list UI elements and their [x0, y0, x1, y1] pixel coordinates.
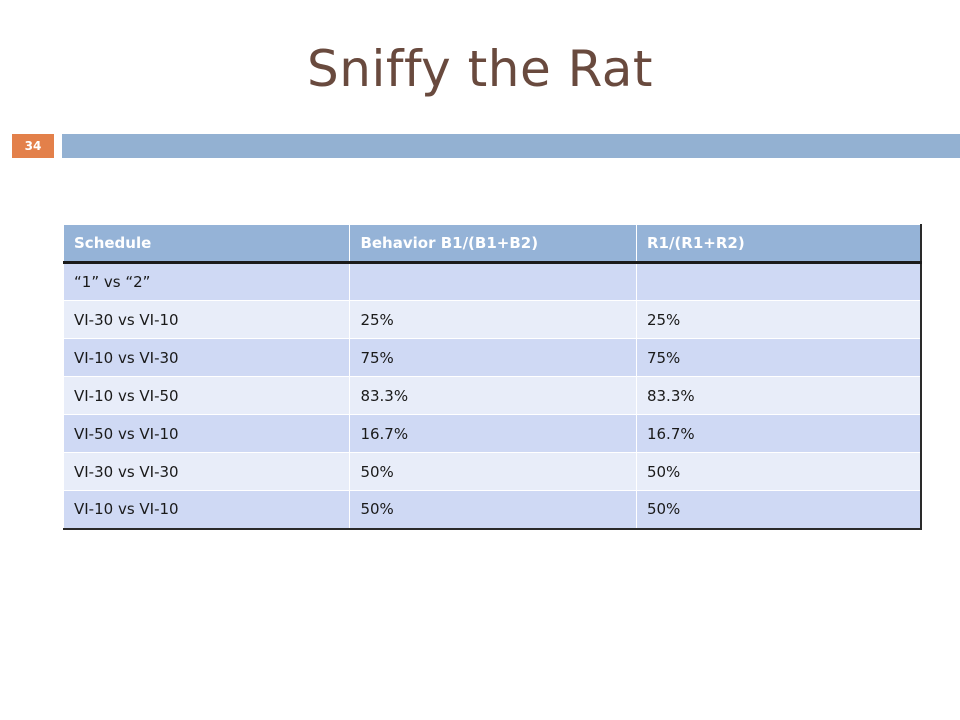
- reinforcement-cell: 16.7%: [635, 414, 922, 453]
- reinforcement-cell: 25%: [635, 300, 922, 339]
- schedule-cell: VI-50 vs VI-10: [62, 414, 351, 453]
- reinforcement-cell: 75%: [635, 338, 922, 377]
- table-header-row: Schedule Behavior B1/(B1+B2) R1/(R1+R2): [62, 224, 922, 264]
- schedule-cell: VI-10 vs VI-30: [62, 338, 351, 377]
- title-accent-bar: [62, 134, 960, 158]
- schedule-cell: VI-10 vs VI-50: [62, 376, 351, 415]
- table-row: VI-10 vs VI-10 50% 50%: [62, 490, 922, 530]
- table-row: VI-10 vs VI-50 83.3% 83.3%: [62, 376, 922, 415]
- behavior-cell: 25%: [349, 300, 637, 339]
- header-behavior: Behavior B1/(B1+B2): [349, 224, 637, 264]
- schedule-comparison-table: Schedule Behavior B1/(B1+B2) R1/(R1+R2) …: [62, 224, 922, 530]
- behavior-cell: 50%: [349, 452, 637, 491]
- reinforcement-cell: [635, 262, 922, 301]
- behavior-cell: 83.3%: [349, 376, 637, 415]
- page-number-badge: 34: [12, 134, 54, 158]
- reinforcement-cell: 83.3%: [635, 376, 922, 415]
- table-row: VI-30 vs VI-30 50% 50%: [62, 452, 922, 491]
- table-row: VI-50 vs VI-10 16.7% 16.7%: [62, 414, 922, 453]
- schedule-cell: VI-30 vs VI-10: [62, 300, 351, 339]
- header-reinforcement: R1/(R1+R2): [635, 224, 922, 264]
- reinforcement-cell: 50%: [635, 452, 922, 491]
- table-row: “1” vs “2”: [62, 262, 922, 301]
- behavior-cell: 50%: [349, 490, 637, 530]
- schedule-cell: VI-10 vs VI-10: [62, 490, 351, 530]
- slide-title: Sniffy the Rat: [307, 40, 653, 98]
- table-row: VI-30 vs VI-10 25% 25%: [62, 300, 922, 339]
- schedule-cell: “1” vs “2”: [62, 262, 351, 301]
- behavior-cell: 75%: [349, 338, 637, 377]
- table-row: VI-10 vs VI-30 75% 75%: [62, 338, 922, 377]
- schedule-cell: VI-30 vs VI-30: [62, 452, 351, 491]
- behavior-cell: [349, 262, 637, 301]
- header-schedule: Schedule: [62, 224, 351, 264]
- reinforcement-cell: 50%: [635, 490, 922, 530]
- behavior-cell: 16.7%: [349, 414, 637, 453]
